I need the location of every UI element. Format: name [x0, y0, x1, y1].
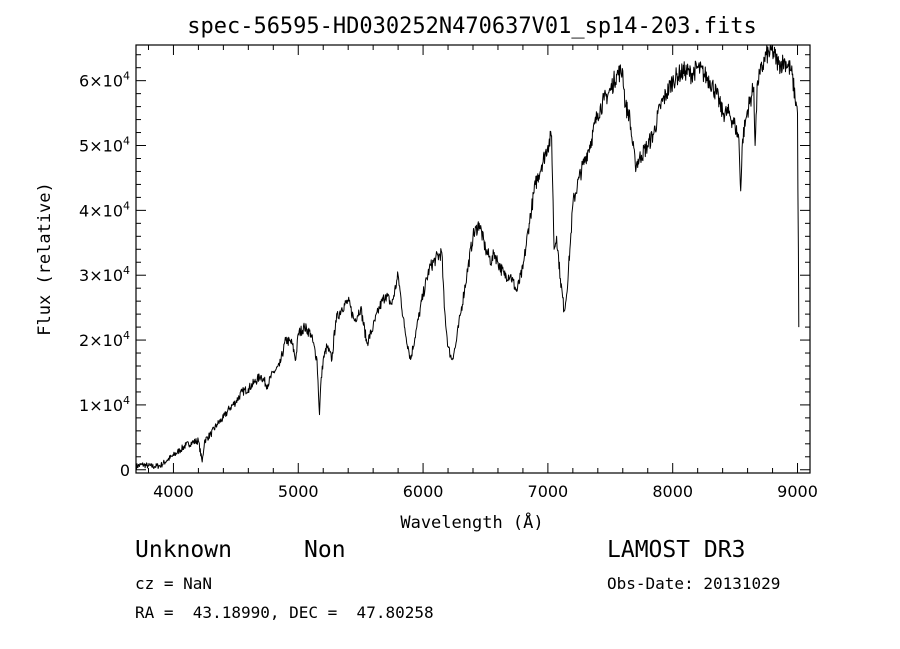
y-tick-label: 2×104: [79, 329, 130, 350]
object-class: Unknown: [135, 537, 232, 563]
spectrum-line: [135, 44, 800, 470]
chart-title: spec-56595-HD030252N470637V01_sp14-203.f…: [187, 14, 757, 39]
survey-name: LAMOST DR3: [607, 537, 746, 563]
y-axis-ticks: 0 1×104 2×104 3×104 4×104 5×104 6×104: [79, 54, 810, 480]
redshift-readout: cz = NaN: [135, 574, 213, 593]
y-tick-label: 3×104: [79, 264, 130, 285]
y-axis-label: Flux (relative): [35, 182, 55, 336]
plot-frame: [135, 44, 811, 474]
y-tick-label: 5×104: [79, 135, 130, 156]
x-tick-label: 8000: [652, 482, 693, 501]
y-tick-label: 1×104: [79, 394, 130, 415]
object-subclass: Non: [304, 537, 346, 563]
coordinates-readout: RA = 43.18990, DEC = 47.80258: [135, 603, 434, 622]
x-axis-ticks: 4000 5000 6000 7000 8000 9000: [147, 45, 818, 501]
y-tick-label: 4×104: [79, 199, 130, 220]
x-tick-label: 5000: [278, 482, 319, 501]
observation-date: Obs-Date: 20131029: [607, 574, 781, 593]
plot-area: [135, 44, 800, 470]
x-tick-label: 7000: [528, 482, 569, 501]
x-axis-label: Wavelength (Å): [400, 511, 543, 533]
y-tick-label: 6×104: [79, 70, 130, 91]
y-tick-label: 0: [120, 461, 130, 480]
x-tick-label: 9000: [777, 482, 818, 501]
x-tick-label: 6000: [403, 482, 444, 501]
x-tick-label: 4000: [153, 482, 194, 501]
